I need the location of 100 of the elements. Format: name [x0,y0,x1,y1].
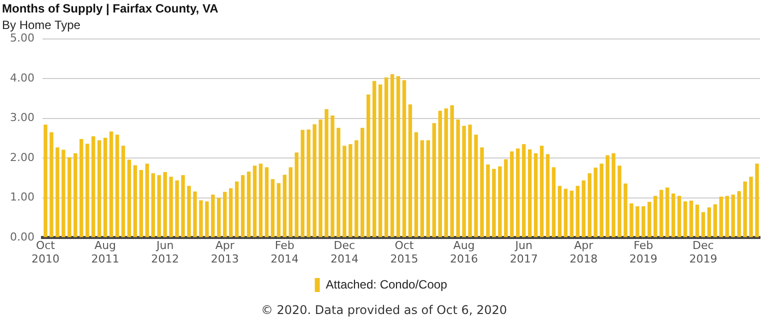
bar [570,190,574,238]
bar [582,180,586,238]
bar [91,136,96,238]
bar [68,157,72,238]
bar [630,203,634,238]
bar [749,176,753,238]
bar [683,201,688,238]
bar [516,148,520,238]
bar [139,170,144,238]
bar [330,116,334,238]
bar [336,128,340,238]
bar [342,146,346,238]
bar [56,147,60,238]
bar [618,166,622,238]
x-tick-label: Aug 2011 [91,239,120,266]
bar [504,159,508,238]
bar [719,196,723,238]
bar [546,154,550,238]
bar [725,196,729,238]
bar [306,129,310,238]
bar [223,192,227,238]
bar [737,191,741,238]
y-tick-label: 4.00 [10,71,34,84]
bar [432,123,436,238]
bar [145,164,149,238]
bar [74,153,78,238]
y-tick-label: 5.00 [10,32,34,45]
bar [294,152,298,238]
x-tick-label: Apr 2018 [570,239,598,266]
bar [408,104,412,238]
y-tick-label: 1.00 [10,190,34,204]
bar [510,151,514,238]
bar [348,144,352,238]
bar [689,200,694,238]
bar [62,150,66,238]
chart-title: Months of Supply | Fairfax County, VA [2,2,219,16]
bar [659,190,664,238]
bar [300,130,304,238]
chart-subtitle: By Home Type [2,18,81,32]
bar [270,179,275,238]
x-tick-label: Dec 2014 [330,239,358,266]
bar [414,132,418,238]
bar [264,167,269,238]
bar [600,164,604,238]
bar [354,140,358,238]
bar [44,124,48,238]
bar [474,134,478,238]
bar [384,77,388,238]
bar [234,182,239,238]
bar [181,175,185,238]
bar [612,153,616,238]
bar [187,186,191,238]
bar [665,188,670,238]
bar [396,76,400,238]
bar [677,196,682,238]
bar [211,194,215,238]
bar [199,200,203,238]
bar [282,174,287,238]
bar [755,164,759,238]
bar [648,202,652,238]
bar [324,109,328,238]
bar [438,110,442,238]
bar [492,168,496,238]
x-tick-label: Feb 2014 [270,239,299,266]
bar [163,172,167,238]
bar [312,124,316,238]
bar [624,184,628,238]
bar [205,201,209,238]
bar [258,164,263,238]
bar [169,176,173,238]
x-tick-label: Apr 2013 [210,239,239,266]
bar [450,105,454,238]
bar [707,207,712,238]
bar [444,108,448,238]
legend-label: Attached: Condo/Coop [326,277,448,292]
bar [713,204,718,238]
y-tick-label: 3.00 [10,111,34,124]
bar [480,147,484,238]
bar [462,126,466,238]
bar [115,134,120,238]
bar [366,94,370,238]
bar [731,194,735,238]
x-tick-label: Jun 2017 [510,239,538,266]
x-tick-label: Dec 2019 [689,239,718,266]
bar [671,193,676,238]
bar [276,183,281,238]
bar [534,153,538,238]
y-tick-label: 2.00 [10,150,34,164]
bar [175,180,179,238]
bar [402,80,406,238]
bar [97,140,102,238]
bar [426,140,430,238]
bar [701,212,706,238]
bar [558,186,562,238]
bar [240,175,245,238]
bar [157,175,161,238]
bar [217,198,221,238]
bar [133,165,138,238]
text: © 2020. Data provided as of Oct 6, 2020 [260,303,508,317]
bar [360,128,364,238]
